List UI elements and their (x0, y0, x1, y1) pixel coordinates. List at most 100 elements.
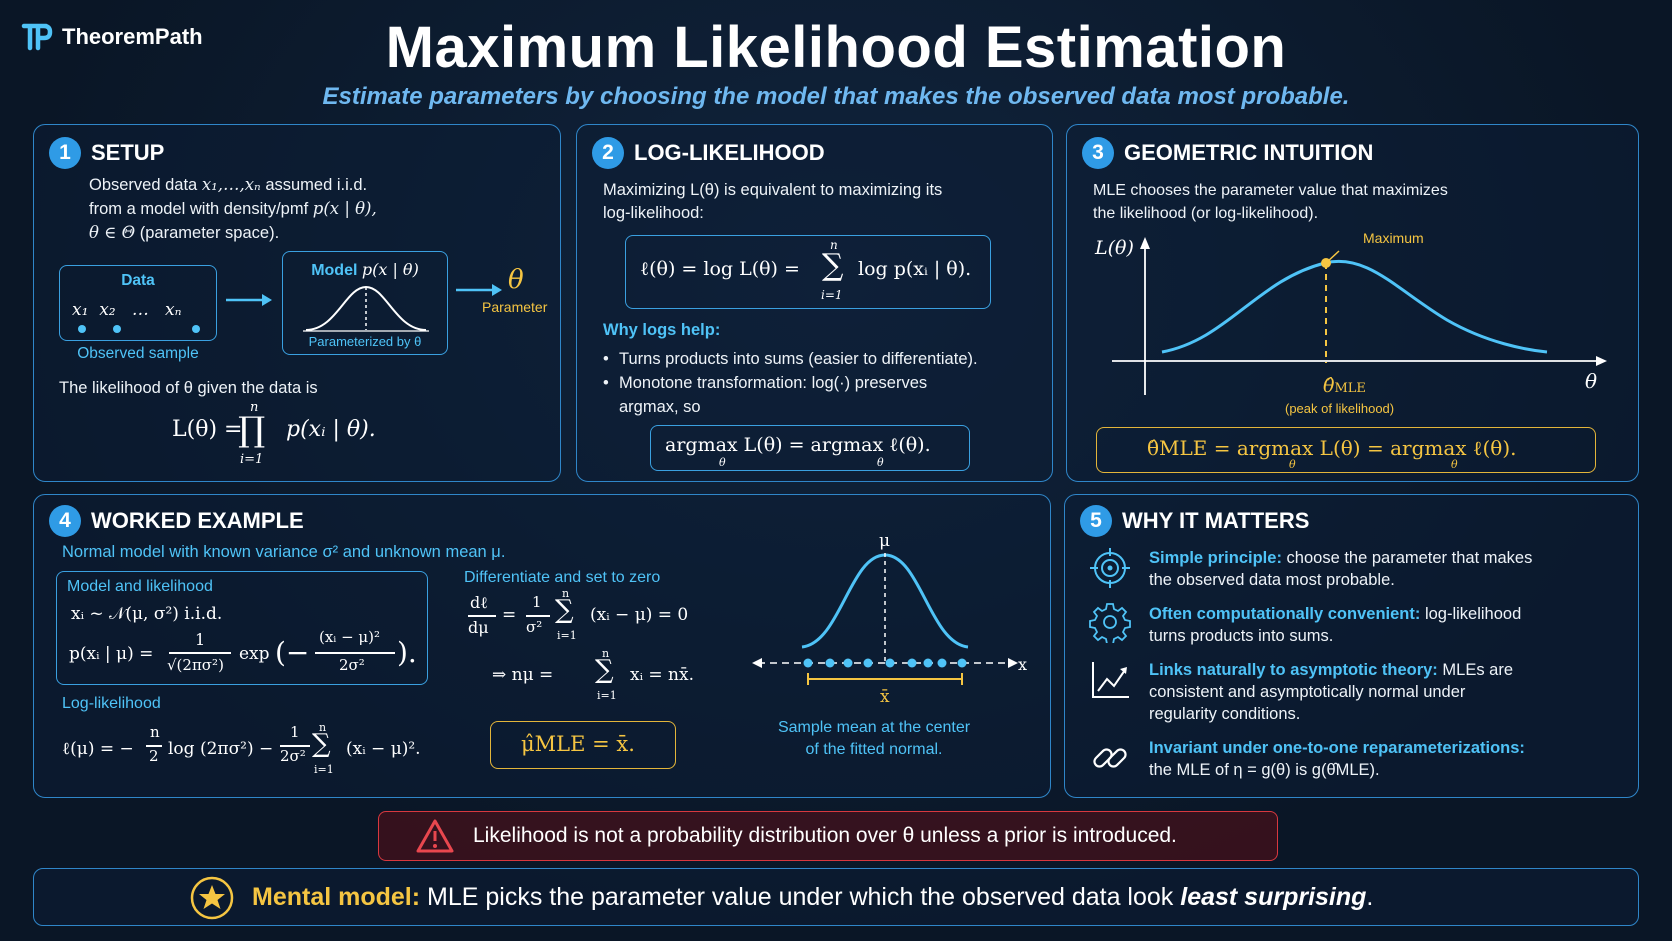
n-den: 2 (149, 747, 159, 765)
parameter-label: Parameter (482, 299, 548, 315)
growth-chart-icon (1092, 662, 1129, 698)
why-item-text: log-likelihood (1420, 605, 1522, 623)
likelihood-lhs: L(θ) = (172, 417, 243, 442)
sum-symbol: ∑ (822, 248, 844, 283)
brand-logo: TheoremPath (20, 20, 203, 54)
why-item-text: the observed data most probable. (1149, 571, 1395, 589)
maximum-label: Maximum (1363, 230, 1424, 246)
setup-line3-text: (parameter space). (139, 224, 280, 242)
why-item-text: regularity conditions. (1149, 705, 1301, 723)
paren-left: (− (275, 636, 310, 669)
arrow-right-icon (226, 294, 272, 306)
mental-model-banner: Mental model: MLE picks the parameter va… (33, 868, 1639, 926)
diff-lhs-num: dℓ (470, 593, 488, 612)
page-subtitle: Estimate parameters by choosing the mode… (322, 83, 1350, 110)
theorempath-logo-icon (21, 23, 53, 51)
fitted-normal-plot (752, 553, 1018, 685)
sum-symbol: ∑ (555, 595, 574, 625)
step-number: 3 (1082, 137, 1114, 169)
exp-num: (xᵢ − μ)² (319, 628, 381, 646)
mental-model-label: Mental model: (252, 882, 421, 911)
one-den: 2σ² (280, 747, 306, 765)
frac-bar (526, 615, 550, 617)
likelihood-curve-plot (1112, 237, 1607, 395)
equals: = (502, 605, 517, 625)
page-title: Maximum Likelihood Estimation (385, 15, 1287, 80)
frac-bar (280, 745, 310, 747)
geometric-intro-line1: MLE chooses the parameter value that max… (1093, 182, 1448, 199)
model-line1: xᵢ ~ 𝒩(μ, σ²) i.i.d. (71, 604, 223, 624)
why-title: WHY IT MATTERS (1122, 508, 1310, 533)
why-item: Invariant under one-to-one reparameteriz… (1149, 737, 1639, 781)
mle-formula-box: θ̂MLE = argmax L(θ) = argmax ℓ(θ). θ θ (1096, 427, 1596, 473)
sum-symbol: ∑ (595, 655, 614, 685)
exp-den: 2σ² (339, 656, 365, 674)
plot-caption: Sample mean at the center of the fitted … (754, 717, 994, 761)
why-it-matters-panel: 5 WHY IT MATTERS Simple principle: choos… (1064, 494, 1639, 798)
one-num: 1 (290, 723, 300, 741)
setup-line1-text: Observed data (89, 176, 198, 194)
sum-sub: i=1 (597, 689, 617, 702)
theta-hat-label: θ̂MLE (1323, 375, 1366, 397)
loglik-example-title: Log-likelihood (62, 695, 161, 712)
sum-sup: n (602, 647, 610, 660)
mental-model-emphasis: least surprising (1180, 882, 1367, 911)
loglik-formula-rhs: log p(xᵢ | θ). (858, 258, 972, 280)
data-math: x₁ x₂ … xₙ (72, 300, 182, 320)
model-likelihood-title: Model and likelihood (67, 578, 213, 595)
likelihood-text: The likelihood of θ given the data is (59, 379, 318, 397)
argmax-sub: θ (877, 456, 884, 469)
setup-description: Observed data x₁,…,xₙ assumed i.i.d. fro… (89, 173, 549, 245)
model-line2-lhs: p(xᵢ | μ) = (69, 644, 154, 664)
diff-frac-num: 1 (532, 593, 542, 611)
n-num: n (150, 723, 160, 741)
loglik-example-b: log (2πσ²) − (168, 739, 274, 759)
loglik-formula-lhs: ℓ(θ) = log L(θ) = (640, 258, 800, 280)
prod-sub: i=1 (240, 452, 264, 467)
geometric-intuition-panel: 3 GEOMETRIC INTUITION MLE chooses the pa… (1066, 124, 1639, 482)
y-axis-label: L(θ) (1095, 237, 1134, 259)
prod-sup: n (250, 400, 259, 415)
warning-text: Likelihood is not a probability distribu… (473, 824, 1177, 848)
warning-banner: Likelihood is not a probability distribu… (378, 811, 1278, 861)
worked-intro: Normal model with known variance σ² and … (62, 543, 506, 561)
setup-line2-math: p(x | θ), (312, 199, 377, 218)
model-likelihood-box: Model and likelihood xᵢ ~ 𝒩(μ, σ²) i.i.d… (56, 571, 428, 685)
step-number: 2 (592, 137, 624, 169)
argmax-sub: θ (1451, 458, 1458, 471)
why-item: Simple principle: choose the parameter t… (1149, 547, 1629, 591)
model-heading: Model p(x | θ) (283, 260, 447, 280)
sum-sub: i=1 (314, 763, 334, 776)
differentiate-title: Differentiate and set to zero (464, 569, 661, 586)
mu-mle-result-box: μ̂MLE = x̄. (490, 721, 676, 769)
geometric-heading: 3 GEOMETRIC INTUITION (1082, 137, 1373, 169)
product-symbol: ∏ (238, 410, 266, 450)
loglik-intro-line1: Maximizing L(θ) is equivalent to maximiz… (603, 181, 943, 199)
why-item-text: the MLE of η = g(θ) is g(θ̂MLE). (1149, 761, 1380, 779)
loglik-formula-box: ℓ(θ) = log L(θ) = n ∑ i=1 log p(xᵢ | θ). (625, 235, 991, 309)
why-logs-bullet: Turns products into sums (easier to diff… (601, 347, 1041, 371)
warning-bold: Likelihood (473, 824, 568, 847)
warning-icon (416, 819, 454, 853)
setup-line3-math: θ ∈ Θ (89, 223, 136, 242)
model-label: Model (311, 262, 358, 279)
mle-formula: θ̂MLE = argmax L(θ) = argmax ℓ(θ). (1147, 436, 1517, 460)
mu-mle-result: μ̂MLE = x̄. (521, 732, 635, 756)
setup-panel: 1 SETUP Observed data x₁,…,xₙ assumed i.… (33, 124, 561, 482)
sum-sup: n (830, 238, 838, 252)
loglik-heading: 2 LOG-LIKELIHOOD (592, 137, 825, 169)
why-item-text: MLEs are (1437, 661, 1514, 679)
worked-title: WORKED EXAMPLE (91, 508, 304, 533)
observed-sample-label: Observed sample (77, 345, 199, 362)
why-item-bold: Invariant under one-to-one reparameteriz… (1149, 739, 1525, 757)
why-item-bold: Links naturally to asymptotic theory: (1149, 661, 1438, 679)
parameterized-label: Parameterized by θ (308, 334, 422, 349)
frac-bar (169, 652, 231, 654)
setup-line1-tail: assumed i.i.d. (265, 176, 368, 194)
why-item: Often computationally convenient: log-li… (1149, 603, 1629, 647)
peak-label: (peak of likelihood) (1285, 401, 1395, 416)
argmax-box: argmax L(θ) = argmax ℓ(θ). θ θ (650, 425, 970, 471)
setup-line1-math: x₁,…,xₙ (201, 175, 261, 194)
frac-num: 1 (195, 630, 206, 649)
setup-line2-text: from a model with density/pmf (89, 200, 309, 218)
